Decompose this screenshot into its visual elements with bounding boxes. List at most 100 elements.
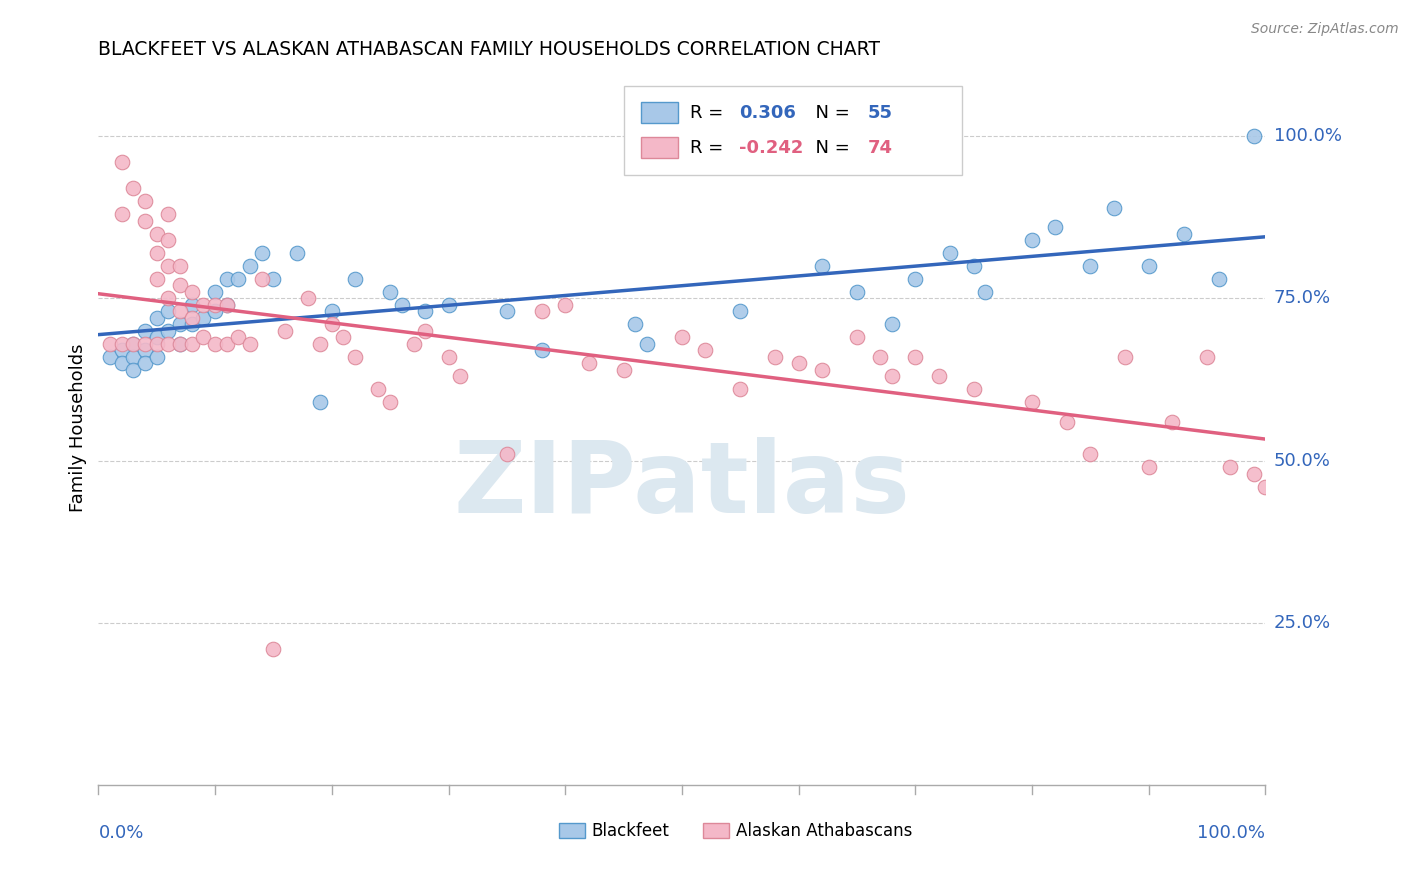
Point bbox=[1243, 129, 1265, 144]
Point bbox=[122, 181, 145, 195]
Point bbox=[1056, 415, 1078, 429]
Point bbox=[134, 343, 156, 358]
Point bbox=[180, 298, 202, 312]
Point bbox=[1254, 479, 1277, 493]
Text: Source: ZipAtlas.com: Source: ZipAtlas.com bbox=[1251, 22, 1399, 37]
Point bbox=[297, 292, 319, 306]
Point bbox=[763, 350, 786, 364]
Point bbox=[111, 155, 134, 169]
Point bbox=[974, 285, 997, 299]
Point bbox=[169, 318, 191, 332]
Point bbox=[880, 318, 903, 332]
Point bbox=[380, 285, 402, 299]
Point bbox=[180, 318, 202, 332]
Text: 50.0%: 50.0% bbox=[1274, 451, 1330, 469]
Point bbox=[157, 304, 180, 318]
Point bbox=[624, 318, 647, 332]
Point bbox=[122, 336, 145, 351]
Point bbox=[437, 298, 460, 312]
Point bbox=[215, 272, 238, 286]
Point bbox=[134, 356, 156, 370]
Point bbox=[193, 298, 215, 312]
Point bbox=[111, 356, 134, 370]
Point bbox=[880, 369, 903, 384]
Point bbox=[496, 447, 519, 461]
Point bbox=[204, 336, 226, 351]
Point bbox=[122, 350, 145, 364]
Point bbox=[262, 272, 284, 286]
Point bbox=[1080, 447, 1102, 461]
Point bbox=[846, 330, 869, 344]
Point bbox=[321, 304, 343, 318]
Point bbox=[146, 310, 169, 325]
Point bbox=[146, 246, 169, 260]
Point bbox=[111, 207, 134, 221]
Point bbox=[730, 382, 752, 396]
Text: 74: 74 bbox=[868, 139, 893, 157]
Text: ZIPatlas: ZIPatlas bbox=[454, 437, 910, 533]
Point bbox=[228, 272, 250, 286]
Point bbox=[134, 213, 156, 227]
FancyBboxPatch shape bbox=[624, 86, 962, 175]
Point bbox=[157, 324, 180, 338]
Text: N =: N = bbox=[804, 103, 856, 121]
Point bbox=[449, 369, 471, 384]
Point bbox=[1021, 395, 1043, 409]
Point bbox=[613, 363, 636, 377]
Point bbox=[846, 285, 869, 299]
Point bbox=[904, 350, 927, 364]
Point bbox=[554, 298, 576, 312]
Point bbox=[413, 304, 436, 318]
Point bbox=[530, 304, 553, 318]
FancyBboxPatch shape bbox=[560, 822, 585, 838]
Point bbox=[1137, 460, 1160, 475]
Point bbox=[1102, 201, 1125, 215]
Point bbox=[146, 330, 169, 344]
Point bbox=[204, 285, 226, 299]
Point bbox=[309, 395, 332, 409]
Point bbox=[215, 298, 238, 312]
Text: -0.242: -0.242 bbox=[740, 139, 803, 157]
Point bbox=[496, 304, 519, 318]
Point bbox=[811, 363, 834, 377]
Point bbox=[1243, 467, 1265, 481]
Point bbox=[321, 318, 343, 332]
Point bbox=[228, 330, 250, 344]
Point bbox=[904, 272, 927, 286]
Point bbox=[146, 350, 169, 364]
Point bbox=[180, 285, 202, 299]
Point bbox=[157, 336, 180, 351]
Point bbox=[134, 194, 156, 208]
Point bbox=[811, 259, 834, 273]
Point bbox=[309, 336, 332, 351]
Text: Blackfeet: Blackfeet bbox=[591, 822, 669, 839]
Point bbox=[274, 324, 297, 338]
Point bbox=[204, 304, 226, 318]
Point bbox=[193, 330, 215, 344]
Point bbox=[1195, 350, 1218, 364]
Point bbox=[413, 324, 436, 338]
Y-axis label: Family Households: Family Households bbox=[69, 344, 87, 512]
Text: Alaskan Athabascans: Alaskan Athabascans bbox=[735, 822, 912, 839]
Point bbox=[636, 336, 658, 351]
Point bbox=[344, 272, 367, 286]
Point bbox=[1161, 415, 1184, 429]
Point bbox=[122, 363, 145, 377]
Point bbox=[787, 356, 810, 370]
Point bbox=[928, 369, 950, 384]
Point bbox=[111, 336, 134, 351]
Point bbox=[1173, 227, 1195, 241]
Point bbox=[344, 350, 367, 364]
Point bbox=[285, 246, 308, 260]
Point bbox=[391, 298, 413, 312]
Text: R =: R = bbox=[690, 103, 730, 121]
Point bbox=[695, 343, 717, 358]
Point bbox=[402, 336, 425, 351]
Point bbox=[671, 330, 693, 344]
FancyBboxPatch shape bbox=[703, 822, 728, 838]
Point bbox=[146, 336, 169, 351]
Text: R =: R = bbox=[690, 139, 730, 157]
Point bbox=[1208, 272, 1230, 286]
Point bbox=[215, 336, 238, 351]
Text: BLACKFEET VS ALASKAN ATHABASCAN FAMILY HOUSEHOLDS CORRELATION CHART: BLACKFEET VS ALASKAN ATHABASCAN FAMILY H… bbox=[98, 39, 880, 59]
